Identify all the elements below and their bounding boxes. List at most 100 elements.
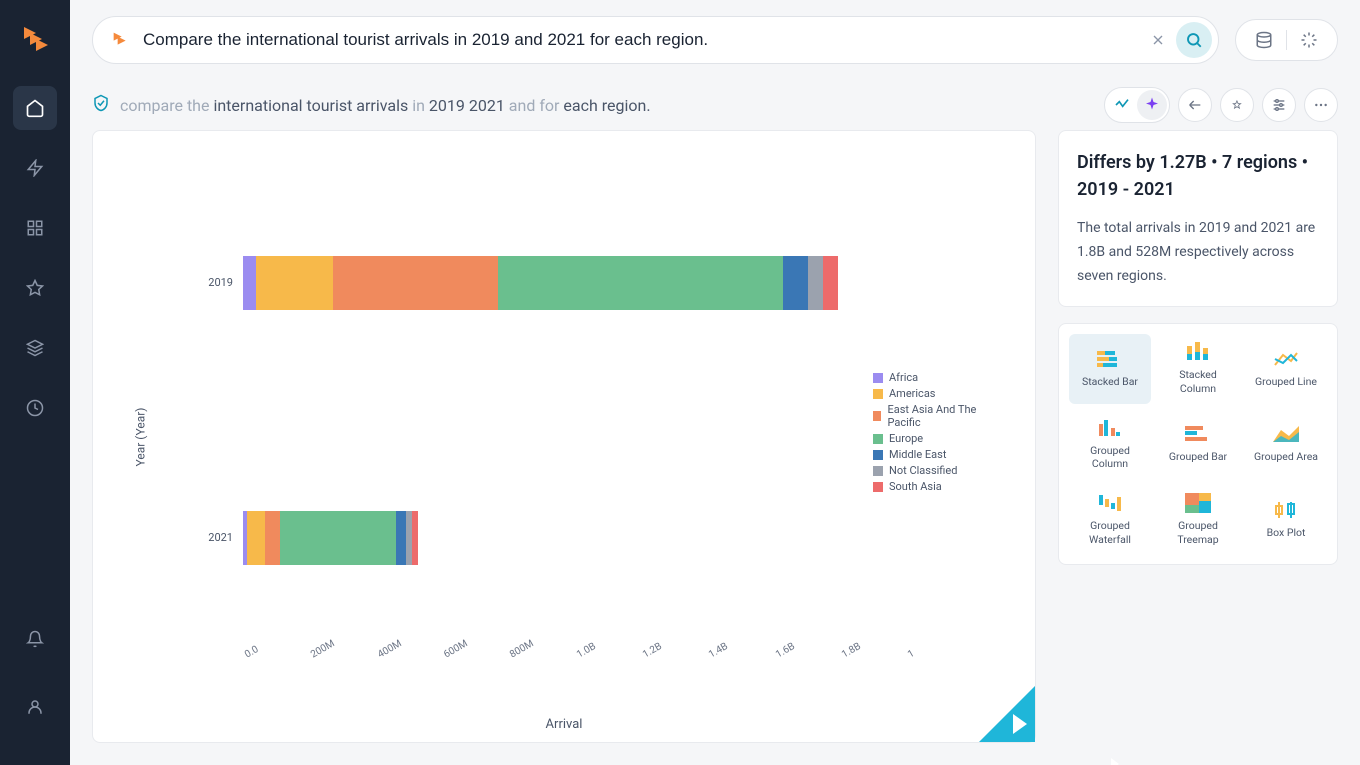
legend-swatch xyxy=(873,389,883,399)
legend-label: Americas xyxy=(889,387,935,400)
bar-segment[interactable] xyxy=(333,256,499,310)
legend-label: Middle East xyxy=(889,448,946,461)
chart-type-option[interactable]: Stacked Bar xyxy=(1069,334,1151,403)
legend-label: East Asia And The Pacific xyxy=(887,403,993,429)
topbar-tools xyxy=(1235,19,1338,61)
chart-type-option[interactable]: Grouped Bar xyxy=(1157,410,1239,479)
bar-row xyxy=(243,256,838,310)
chart-type-label: Box Plot xyxy=(1267,526,1306,540)
x-tick: 1.8B xyxy=(840,641,863,661)
bar-segment[interactable] xyxy=(808,256,823,310)
parsed-segment: in xyxy=(412,96,425,115)
category-label: 2021 xyxy=(193,531,233,544)
database-icon[interactable] xyxy=(1250,26,1278,54)
bar-segment[interactable] xyxy=(243,256,256,310)
legend-item[interactable]: Africa xyxy=(873,371,993,384)
chart-type-option[interactable]: Grouped Area xyxy=(1245,410,1327,479)
summary-body: The total arrivals in 2019 and 2021 are … xyxy=(1077,217,1319,288)
nav-home[interactable] xyxy=(13,86,57,130)
category-label: 2019 xyxy=(193,276,233,289)
x-tick: 1.2B xyxy=(641,641,664,661)
legend-label: Not Classified xyxy=(889,464,957,477)
chart-type-label: Grouped Treemap xyxy=(1161,519,1235,546)
chart-type-option[interactable]: Box Plot xyxy=(1245,485,1327,554)
legend-label: Europe xyxy=(889,432,923,445)
view-toggle xyxy=(1104,87,1170,123)
play-icon xyxy=(1013,714,1027,734)
parsed-query-bar: compare the international tourist arriva… xyxy=(70,80,1360,130)
bar-segment[interactable] xyxy=(396,511,406,565)
share-button[interactable] xyxy=(1178,88,1212,122)
parsed-segment: each region. xyxy=(563,96,650,115)
chart-type-option[interactable]: Grouped Treemap xyxy=(1157,485,1239,554)
bar-segment[interactable] xyxy=(280,511,396,565)
x-tick: 1.0B xyxy=(575,641,598,661)
chart-type-label: Grouped Bar xyxy=(1169,450,1227,464)
search-button[interactable] xyxy=(1176,22,1212,58)
settings-button[interactable] xyxy=(1262,88,1296,122)
chart-type-option[interactable]: Stacked Column xyxy=(1157,334,1239,403)
chart-plot-area: 2019 2021 Africa Americas East Asia And The … xyxy=(193,161,993,681)
bar-segment[interactable] xyxy=(783,256,808,310)
legend-item[interactable]: East Asia And The Pacific xyxy=(873,403,993,429)
pin-button[interactable] xyxy=(1220,88,1254,122)
bar-row xyxy=(243,511,418,565)
legend-item[interactable]: Europe xyxy=(873,432,993,445)
topbar xyxy=(70,0,1360,80)
chart-type-option[interactable]: Grouped Column xyxy=(1069,410,1151,479)
search-logo-icon xyxy=(109,28,133,52)
bar-segment[interactable] xyxy=(498,256,783,310)
chart-type-picker: Stacked Bar Stacked Column Grouped Line Gro… xyxy=(1058,323,1338,565)
parsed-segment: and for xyxy=(509,96,560,115)
nav-history[interactable] xyxy=(13,386,57,430)
bar-segment[interactable] xyxy=(412,511,418,565)
chart-type-option[interactable]: Grouped Waterfall xyxy=(1069,485,1151,554)
chart-type-label: Grouped Waterfall xyxy=(1073,519,1147,546)
sparkle-icon[interactable] xyxy=(1295,26,1323,54)
summary-title: Differs by 1.27B • 7 regions • 2019 - 20… xyxy=(1077,149,1319,203)
bar-segment[interactable] xyxy=(265,511,280,565)
bar-segment[interactable] xyxy=(823,256,838,310)
search-input[interactable] xyxy=(143,30,1144,50)
shield-check-icon xyxy=(92,94,110,116)
legend: Africa Americas East Asia And The Pacific E… xyxy=(873,371,993,496)
chart-type-option[interactable]: Grouped Line xyxy=(1245,334,1327,403)
x-tick: 0.0 xyxy=(243,644,261,660)
legend-item[interactable]: South Asia xyxy=(873,480,993,493)
app-logo xyxy=(17,20,53,56)
chart-type-label: Grouped Column xyxy=(1073,444,1147,471)
nav-profile[interactable] xyxy=(13,685,57,729)
legend-item[interactable]: Middle East xyxy=(873,448,993,461)
toggle-chart-icon[interactable] xyxy=(1107,90,1137,120)
parsed-segment: compare the xyxy=(120,96,209,115)
legend-item[interactable]: Americas xyxy=(873,387,993,400)
x-tick: 200M xyxy=(309,638,337,660)
nav-layers[interactable] xyxy=(13,326,57,370)
legend-swatch xyxy=(873,373,883,383)
legend-swatch xyxy=(873,466,883,476)
legend-label: South Asia xyxy=(889,480,942,493)
chart-type-label: Grouped Area xyxy=(1254,450,1318,464)
nav-star[interactable] xyxy=(13,266,57,310)
parsed-segment: 2019 2021 xyxy=(429,96,505,115)
chart-type-label: Grouped Line xyxy=(1255,375,1317,389)
legend-swatch xyxy=(873,411,881,421)
bar-segment[interactable] xyxy=(247,511,265,565)
parsed-segment: international tourist arrivals xyxy=(213,96,408,115)
legend-item[interactable]: Not Classified xyxy=(873,464,993,477)
clear-icon[interactable] xyxy=(1144,26,1172,54)
bar-segment[interactable] xyxy=(256,256,332,310)
legend-label: Africa xyxy=(889,371,918,384)
search-bar xyxy=(92,16,1219,64)
nav-apps[interactable] xyxy=(13,206,57,250)
x-tick: 800M xyxy=(508,638,536,660)
toggle-insight-icon[interactable] xyxy=(1137,90,1167,120)
x-tick: 400M xyxy=(376,638,404,660)
nav-bolt[interactable] xyxy=(13,146,57,190)
x-tick: 1.4B xyxy=(707,641,730,661)
chart-type-label: Stacked Bar xyxy=(1082,375,1138,389)
sidebar xyxy=(0,0,70,765)
more-button[interactable] xyxy=(1304,88,1338,122)
nav-notifications[interactable] xyxy=(13,617,57,661)
chart-type-label: Stacked Column xyxy=(1161,368,1235,395)
